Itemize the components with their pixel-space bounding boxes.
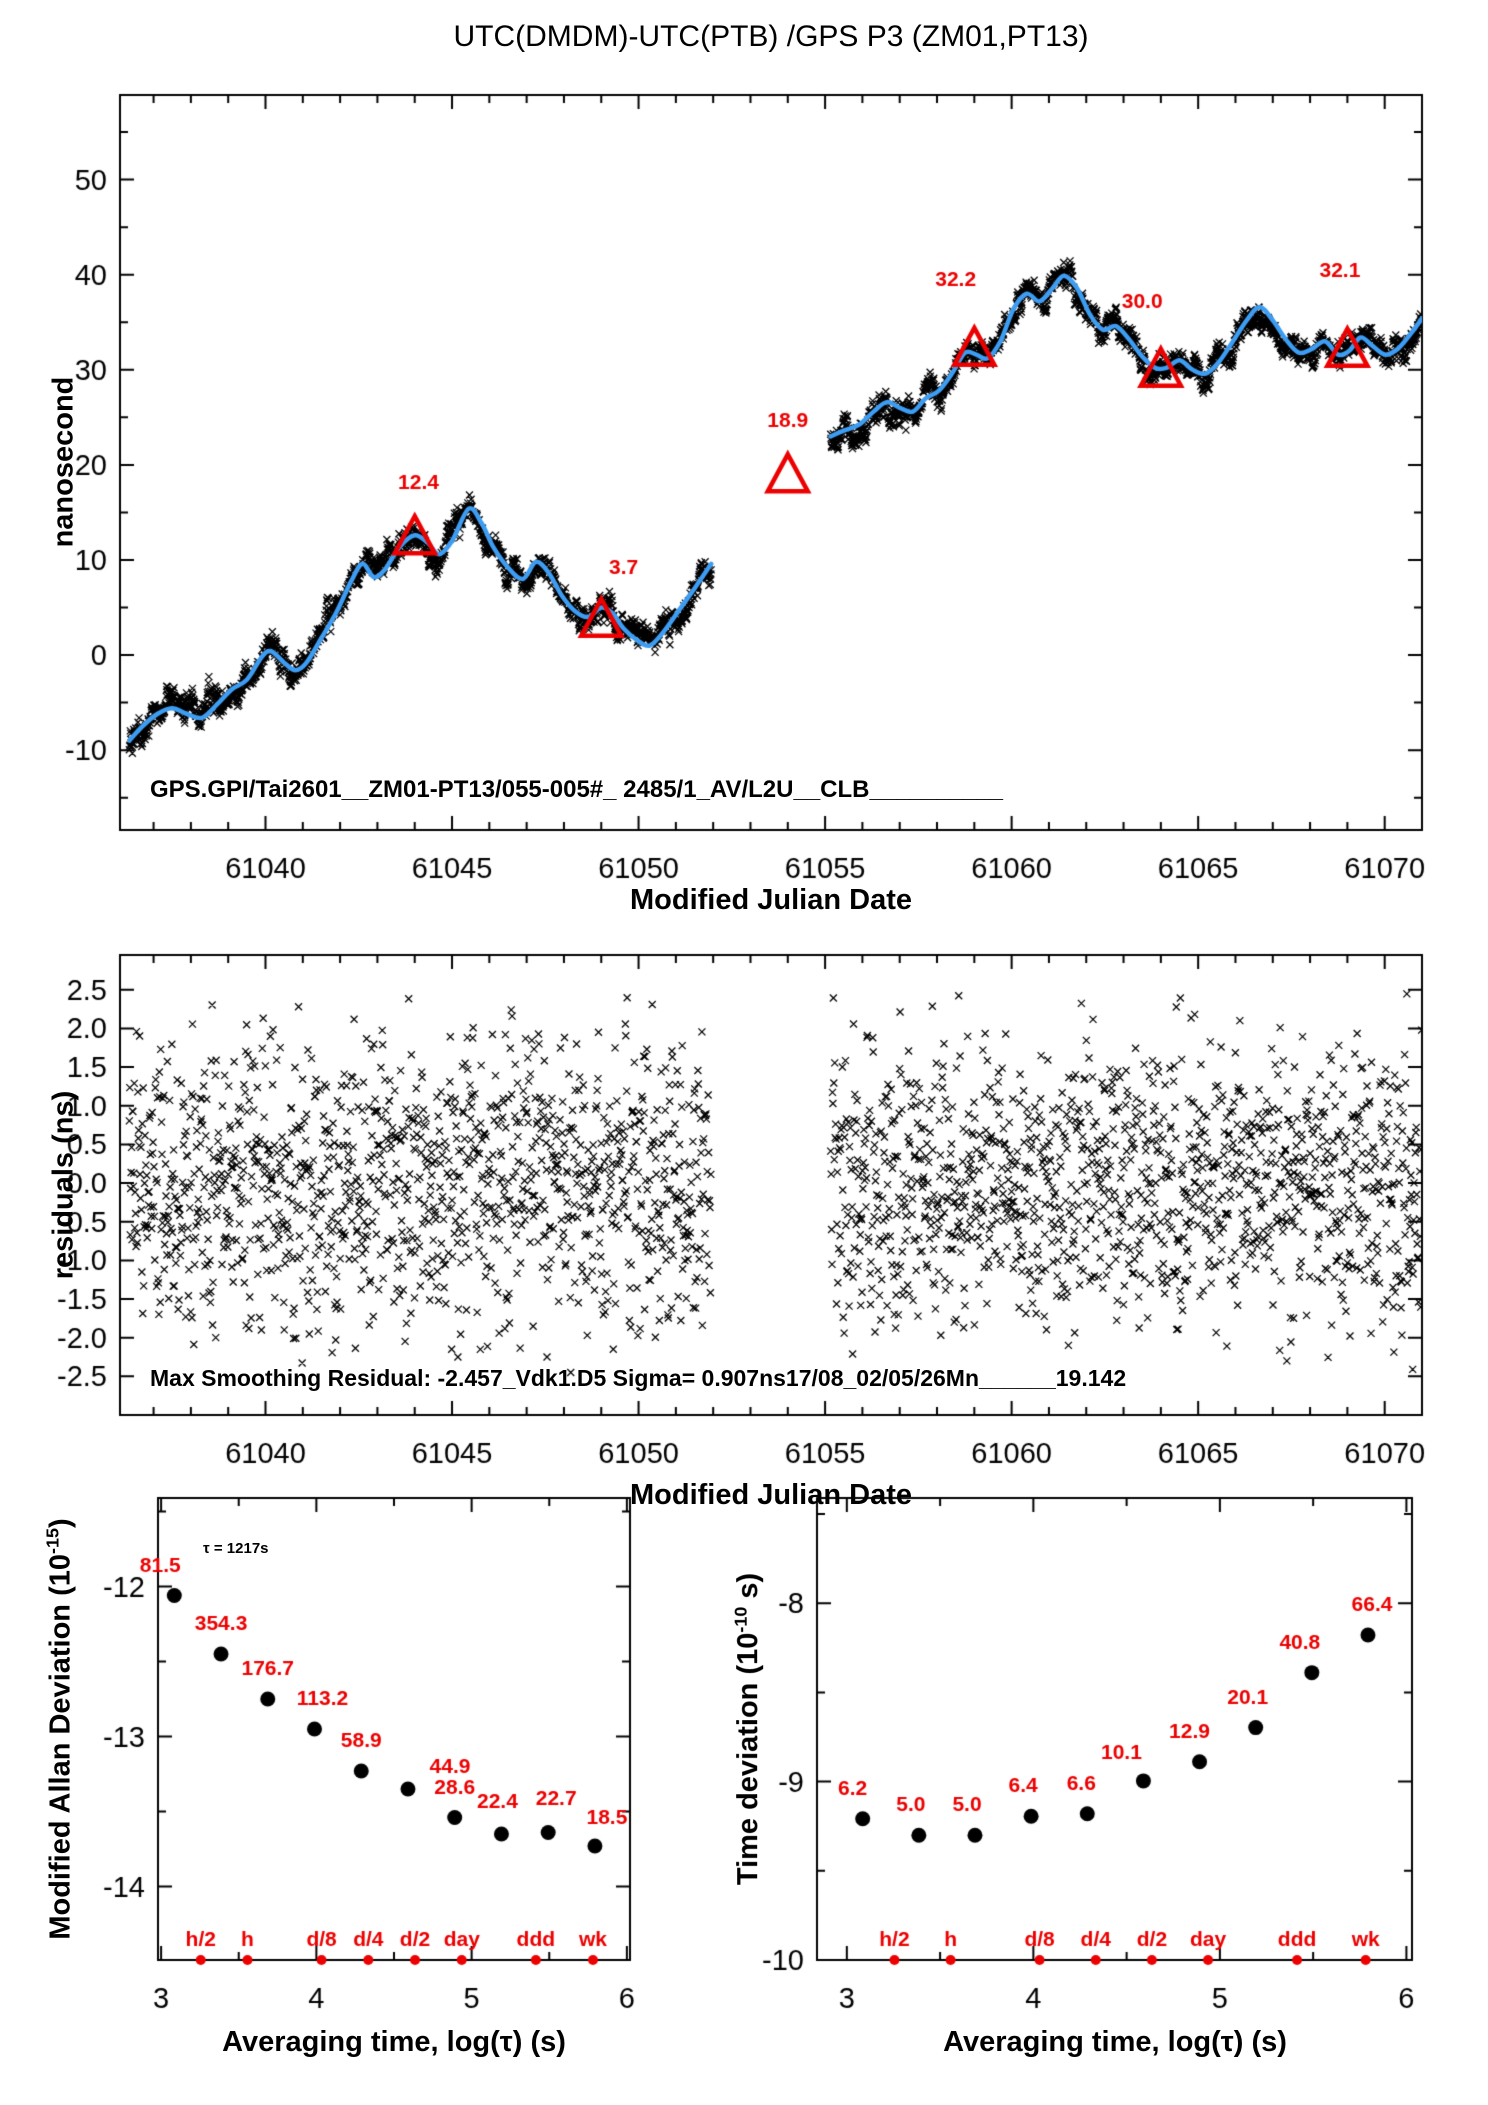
tdev-y-label-exponent: -10 [730,1606,751,1633]
phase-y-axis-label: nanosecond [47,376,80,548]
tdev-y-axis-label: Time deviation (10-10 s) [731,1573,766,1885]
phase-x-axis-label: Modified Julian Date [630,884,912,916]
figure-title: UTC(DMDM)-UTC(PTB) /GPS P3 (ZM01,PT13) [453,20,1089,53]
residuals-x-axis-label: Modified Julian Date [630,1479,912,1511]
phase-link-annotation: GPS.GPI/Tai2601__ZM01-PT13/055-005#_ 248… [150,776,1003,803]
mdev-y-label-base: Modified Allan Deviation (10 [44,1554,77,1940]
mdev-y-axis-label: Modified Allan Deviation (10-15) [43,1518,78,1939]
mdev-y-label-close: ) [44,1518,77,1529]
mdev-y-label-exponent: -15 [42,1528,63,1555]
residuals-annotation: Max Smoothing Residual: -2.457_Vdk1.D5 S… [150,1365,1127,1391]
mdev-x-axis-label: Averaging time, log(τ) (s) [222,2026,566,2058]
tdev-y-label-close: s) [732,1572,765,1607]
tdev-x-axis-label: Averaging time, log(τ) (s) [943,2026,1287,2058]
tau-annotation: τ = 1217s [203,1540,269,1557]
tdev-y-label-base: Time deviation (10 [732,1632,765,1886]
residuals-y-axis-label: residuals (ns) [47,1090,80,1280]
